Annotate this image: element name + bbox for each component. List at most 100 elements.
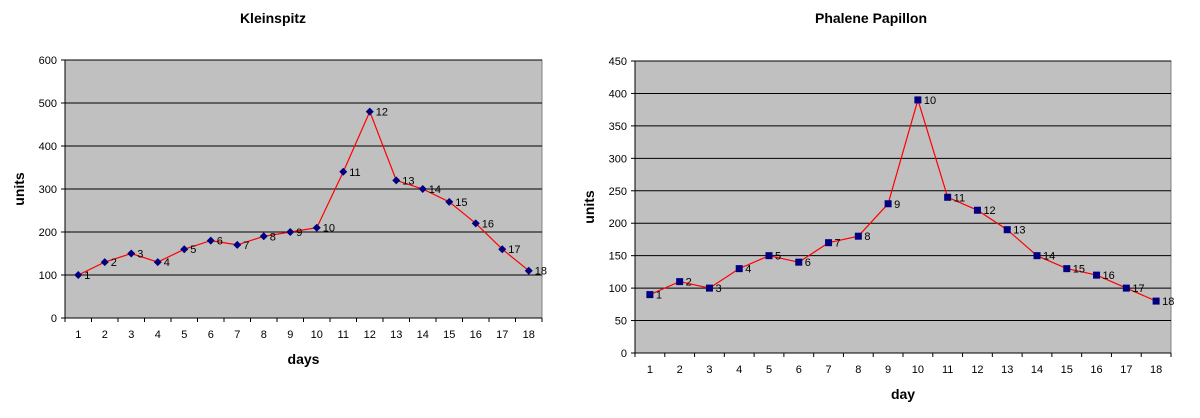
x-tick-label: 16 <box>470 329 482 341</box>
x-tick-label: 9 <box>885 364 891 376</box>
x-tick-label: 16 <box>1090 364 1102 376</box>
y-tick-label: 450 <box>609 56 627 68</box>
y-tick-label: 150 <box>609 251 627 263</box>
data-label: 10 <box>924 95 936 107</box>
data-point <box>312 223 321 232</box>
x-tick-label: 14 <box>1031 364 1043 376</box>
data-point <box>765 252 773 260</box>
data-point <box>445 197 454 206</box>
x-tick-label: 10 <box>912 364 924 376</box>
data-point <box>74 271 83 279</box>
data-point <box>365 107 374 116</box>
y-axis-label: units <box>581 190 597 224</box>
data-point <box>973 206 981 214</box>
data-label: 2 <box>111 257 117 269</box>
x-tick-label: 18 <box>1150 364 1162 376</box>
chart-title: Phalene Papillon <box>815 10 927 26</box>
x-tick-label: 8 <box>261 329 267 341</box>
data-label: 10 <box>323 223 335 235</box>
data-point <box>944 193 952 201</box>
x-tick-label: 5 <box>766 364 772 376</box>
x-axis-label: day <box>891 386 915 402</box>
x-tick-label: 1 <box>75 329 81 341</box>
data-point <box>498 245 507 254</box>
y-tick-label: 500 <box>39 98 57 110</box>
data-label: 14 <box>429 184 441 196</box>
data-label: 3 <box>137 249 143 261</box>
x-tick-label: 2 <box>677 364 683 376</box>
data-label: 1 <box>84 270 90 282</box>
data-point <box>127 249 136 258</box>
series-line <box>649 97 1157 302</box>
data-point <box>418 185 427 193</box>
x-tick-label: 3 <box>706 364 712 376</box>
data-label: 5 <box>190 244 196 256</box>
x-tick-label: 4 <box>155 329 161 341</box>
y-tick-label: 600 <box>39 55 57 67</box>
data-label: 11 <box>954 192 965 204</box>
data-label: 9 <box>894 199 900 211</box>
data-point <box>825 239 833 247</box>
data-point <box>1093 271 1101 279</box>
data-point <box>524 266 533 275</box>
data-label: 6 <box>805 257 811 269</box>
x-tick-label: 11 <box>338 329 349 341</box>
data-label: 15 <box>1073 264 1085 276</box>
data-label: 9 <box>296 227 302 239</box>
x-tick-label: 13 <box>1001 364 1013 376</box>
data-label: 17 <box>508 244 520 256</box>
data-point <box>884 200 892 208</box>
y-tick-label: 100 <box>609 283 627 295</box>
data-point <box>153 258 162 267</box>
series-line <box>78 110 530 276</box>
y-tick-label: 200 <box>609 218 627 230</box>
x-tick-label: 18 <box>523 329 535 341</box>
data-label: 14 <box>1043 251 1055 263</box>
x-tick-label: 3 <box>128 329 134 341</box>
data-label: 18 <box>535 266 547 278</box>
data-label: 7 <box>243 240 249 252</box>
y-tick-label: 0 <box>621 348 627 360</box>
x-tick-label: 7 <box>825 364 831 376</box>
y-tick-label: 300 <box>39 184 57 196</box>
data-label: 13 <box>402 175 414 187</box>
data-label: 18 <box>1162 296 1174 308</box>
data-point <box>339 167 348 176</box>
data-point <box>646 291 654 299</box>
x-tick-label: 9 <box>287 329 293 341</box>
data-point <box>259 232 268 241</box>
x-tick-label: 2 <box>102 329 108 341</box>
data-label: 2 <box>686 277 692 289</box>
plot-area <box>634 60 1172 354</box>
x-tick-label: 11 <box>942 364 953 376</box>
y-tick-label: 250 <box>609 186 627 198</box>
data-point <box>471 219 480 228</box>
data-point <box>206 236 215 245</box>
x-tick-label: 15 <box>1061 364 1073 376</box>
data-label: 16 <box>1103 270 1115 282</box>
x-tick-label: 15 <box>443 329 455 341</box>
x-tick-label: 12 <box>364 329 376 341</box>
chart-title: Kleinspitz <box>240 10 306 26</box>
x-tick-label: 12 <box>971 364 983 376</box>
x-tick-label: 13 <box>390 329 402 341</box>
y-tick-label: 400 <box>609 88 627 100</box>
data-label: 11 <box>349 167 360 179</box>
y-tick-label: 50 <box>615 316 627 328</box>
chart-phalene-papillon: 0 50 100 150 200 250 300 350 400 450 1 2 3 4 5 6 7 8 9 10 11… <box>570 0 1200 413</box>
data-point <box>795 258 803 266</box>
data-label: 8 <box>864 231 870 243</box>
data-point <box>286 228 295 236</box>
data-label: 15 <box>455 197 467 209</box>
data-label: 17 <box>1132 283 1144 295</box>
data-point <box>1033 252 1041 260</box>
data-point <box>100 258 109 267</box>
y-axis-label: units <box>11 172 27 206</box>
x-tick-label: 7 <box>234 329 240 341</box>
x-tick-label: 8 <box>855 364 861 376</box>
data-label: 8 <box>270 231 276 243</box>
y-tick-label: 400 <box>39 141 57 153</box>
data-label: 12 <box>983 205 995 217</box>
data-label: 5 <box>775 251 781 263</box>
